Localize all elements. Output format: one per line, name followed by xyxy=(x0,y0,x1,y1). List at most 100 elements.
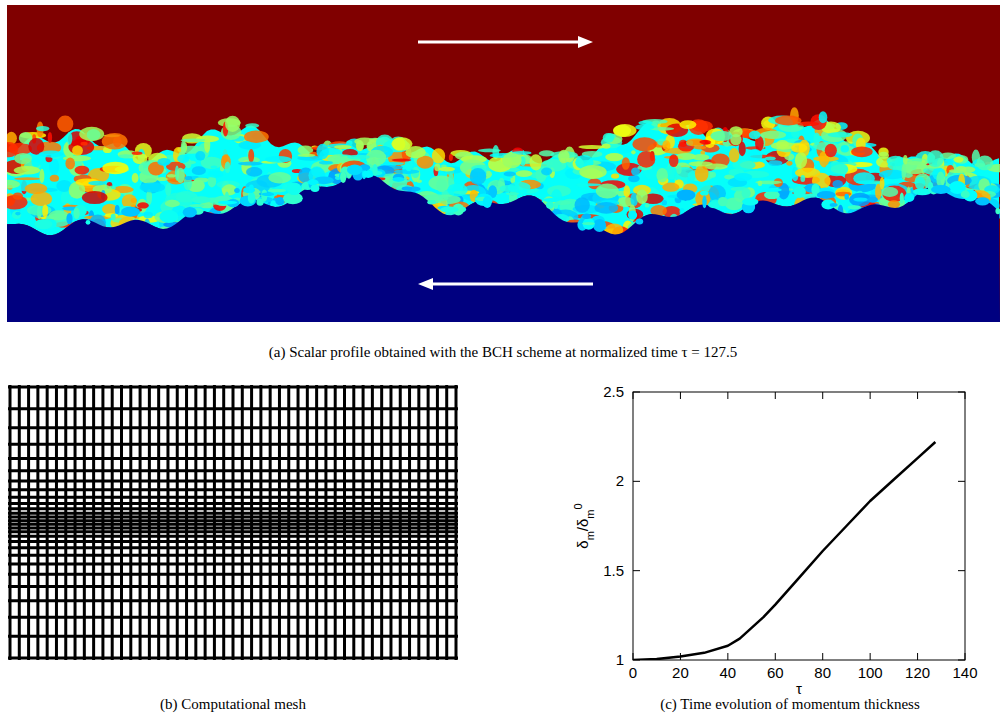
x-tick xyxy=(633,392,634,399)
x-tick-label: 0 xyxy=(629,664,637,681)
scalar-blob xyxy=(67,132,73,145)
scalar-blob xyxy=(25,183,48,194)
scalar-blob xyxy=(662,140,670,150)
x-axis-title: τ xyxy=(796,680,802,697)
y-tick-label: 1 xyxy=(616,651,624,668)
scalar-blob xyxy=(828,132,853,138)
scalar-blob xyxy=(602,144,611,149)
scalar-blob xyxy=(849,193,871,207)
scalar-blob xyxy=(7,180,20,189)
scalar-blob xyxy=(157,158,170,166)
mesh-line xyxy=(8,386,458,389)
scalar-blob xyxy=(392,159,412,162)
scalar-blob xyxy=(102,162,128,174)
x-tick-label: 100 xyxy=(858,664,883,681)
scalar-blob xyxy=(844,194,849,200)
scalar-blob xyxy=(121,207,140,217)
scalar-blob xyxy=(636,219,643,225)
scalar-blob xyxy=(848,205,862,209)
scalar-blob xyxy=(927,150,944,167)
scalar-blob xyxy=(167,174,176,178)
scalar-blob xyxy=(764,191,780,199)
scalar-blob xyxy=(530,154,543,170)
scalar-blob xyxy=(225,116,240,132)
mesh-line xyxy=(8,526,458,529)
y-axis-title-part: m xyxy=(584,531,596,540)
scalar-blob xyxy=(225,162,231,174)
scalar-blob xyxy=(699,140,711,144)
mesh-line xyxy=(8,599,458,602)
scalar-blob xyxy=(382,162,404,165)
caption: (c) Time evolution of momentum thickness xyxy=(660,696,920,713)
scalar-blob xyxy=(268,172,291,183)
y-tick-label: 1.5 xyxy=(603,562,624,579)
arrow-shaft xyxy=(428,283,593,286)
scalar-blob xyxy=(669,154,679,167)
x-tick-label: 20 xyxy=(672,664,689,681)
scalar-blob xyxy=(662,183,679,192)
scalar-blob xyxy=(775,116,801,126)
mesh-line xyxy=(8,507,458,510)
scalar-blob xyxy=(177,154,189,163)
x-tick xyxy=(822,653,823,660)
scalar-blob xyxy=(508,182,531,193)
scalar-blob xyxy=(516,170,533,177)
scalar-blob xyxy=(718,197,728,206)
mesh-line xyxy=(8,480,458,483)
figure: (a) Scalar profile obtained with the BCH… xyxy=(0,0,1006,717)
scalar-blob xyxy=(393,177,405,182)
series-group xyxy=(633,442,935,660)
scalar-blob xyxy=(191,196,210,203)
scalar-blob xyxy=(478,149,501,153)
scalar-blob xyxy=(132,152,143,155)
scalar-blob xyxy=(709,172,716,178)
arrow-head xyxy=(418,278,433,290)
scalar-blob xyxy=(729,148,739,163)
scalar-blob xyxy=(165,200,180,207)
scalar-blob xyxy=(695,165,709,182)
scalar-blob xyxy=(417,180,422,183)
scalar-blob xyxy=(961,191,970,199)
scalar-blob xyxy=(439,167,455,172)
scalar-blob xyxy=(931,185,951,194)
mesh-line xyxy=(8,530,458,533)
scalar-blob xyxy=(12,211,21,219)
mesh-line xyxy=(8,469,458,472)
x-tick-label: 40 xyxy=(720,664,737,681)
line-series xyxy=(633,442,935,660)
scalar-blob xyxy=(214,140,232,157)
scalar-blob xyxy=(579,145,606,149)
x-tick xyxy=(965,392,966,399)
scalar-blob xyxy=(800,175,805,182)
scalar-blob xyxy=(502,153,522,168)
scalar-blob xyxy=(787,199,792,203)
mesh-line xyxy=(8,457,458,460)
scalar-blob xyxy=(86,220,91,225)
scalar-blob xyxy=(575,197,590,213)
scalar-blob xyxy=(118,154,133,158)
mesh-line xyxy=(8,523,458,526)
scalar-blob xyxy=(483,196,492,208)
scalar-blob xyxy=(144,212,153,219)
scalar-blob xyxy=(347,155,370,160)
mesh-line xyxy=(8,502,458,505)
y-tick xyxy=(633,570,640,571)
scalar-blob xyxy=(881,187,898,197)
lower-stream xyxy=(7,169,1000,322)
scalar-blob xyxy=(662,200,667,205)
scalar-blob xyxy=(832,180,843,188)
scalar-blob xyxy=(249,185,254,194)
scalar-blob xyxy=(765,156,776,160)
flow-arrow xyxy=(418,36,593,48)
scalar-blob xyxy=(622,157,630,170)
x-tick xyxy=(917,653,918,660)
scalar-blob xyxy=(676,166,681,174)
scalar-blob xyxy=(903,155,908,165)
scalar-blob xyxy=(82,191,108,204)
scalar-blob xyxy=(506,192,520,195)
scalar-blob xyxy=(48,132,52,143)
scalar-blob xyxy=(624,185,631,197)
scalar-blob xyxy=(768,160,782,166)
scalar-blob xyxy=(140,182,165,192)
x-tick xyxy=(870,653,871,660)
